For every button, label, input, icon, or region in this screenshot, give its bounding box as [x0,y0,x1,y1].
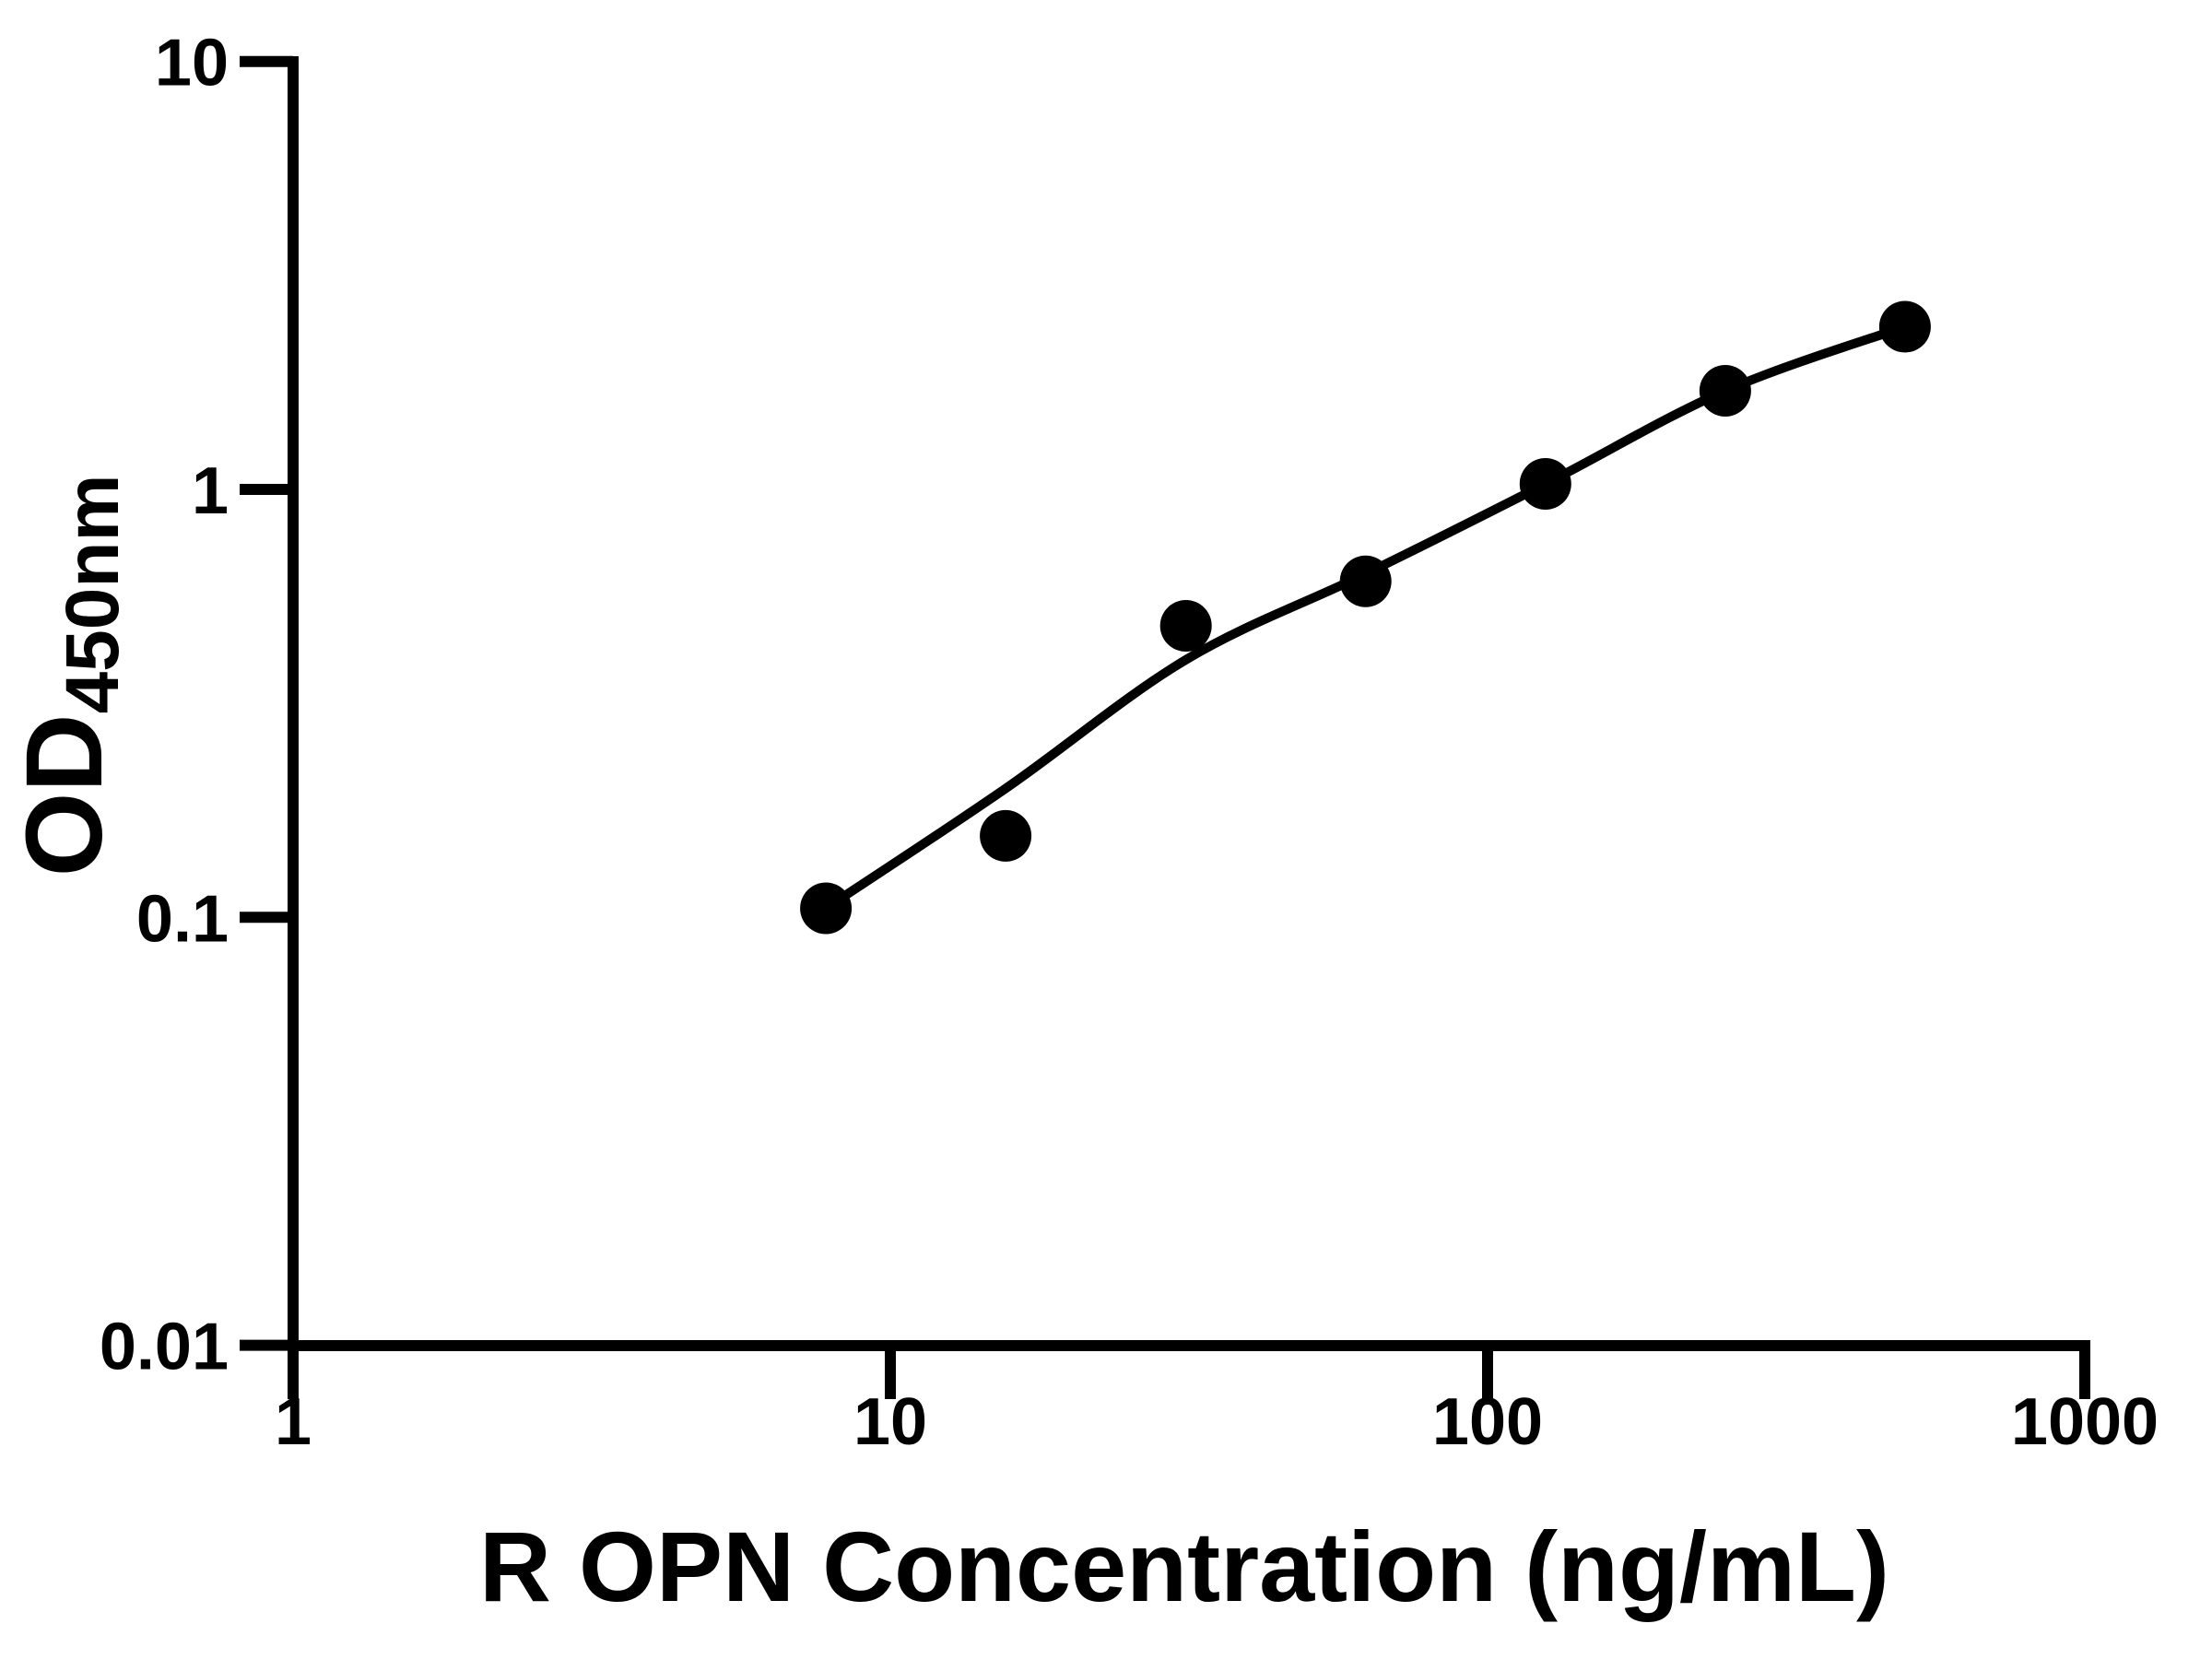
ticks-layer [240,55,2090,1399]
x-tick-label: 10 [853,1385,927,1459]
x-tick-label: 1000 [2011,1385,2159,1459]
x-axis-title: R OPN Concentration (ng/mL) [479,1511,1889,1622]
data-point [800,882,853,935]
y-tick-label: 0.01 [100,1311,229,1384]
data-point [1519,458,1571,510]
x-tick-label: 1 [275,1385,312,1459]
y-axis-title-subscript: 450nm [51,475,135,714]
data-point [1699,365,1751,417]
data-point [1339,555,1392,607]
y-tick-label: 1 [192,454,229,528]
axes-layer [288,56,2090,1351]
y-axis-title-main: OD [4,713,125,877]
data-point [1159,600,1212,652]
y-tick-label: 0.1 [136,882,229,956]
data-point [980,809,1032,862]
tick-labels-layer: 10 1 0.1 0.01 1 10 100 1000 [100,27,2159,1459]
plot-layer [800,300,1931,935]
y-tick-label: 10 [155,27,229,100]
x-tick-label: 100 [1432,1385,1543,1459]
data-point [1878,300,1931,353]
y-axis-title: OD450nm [4,475,135,877]
